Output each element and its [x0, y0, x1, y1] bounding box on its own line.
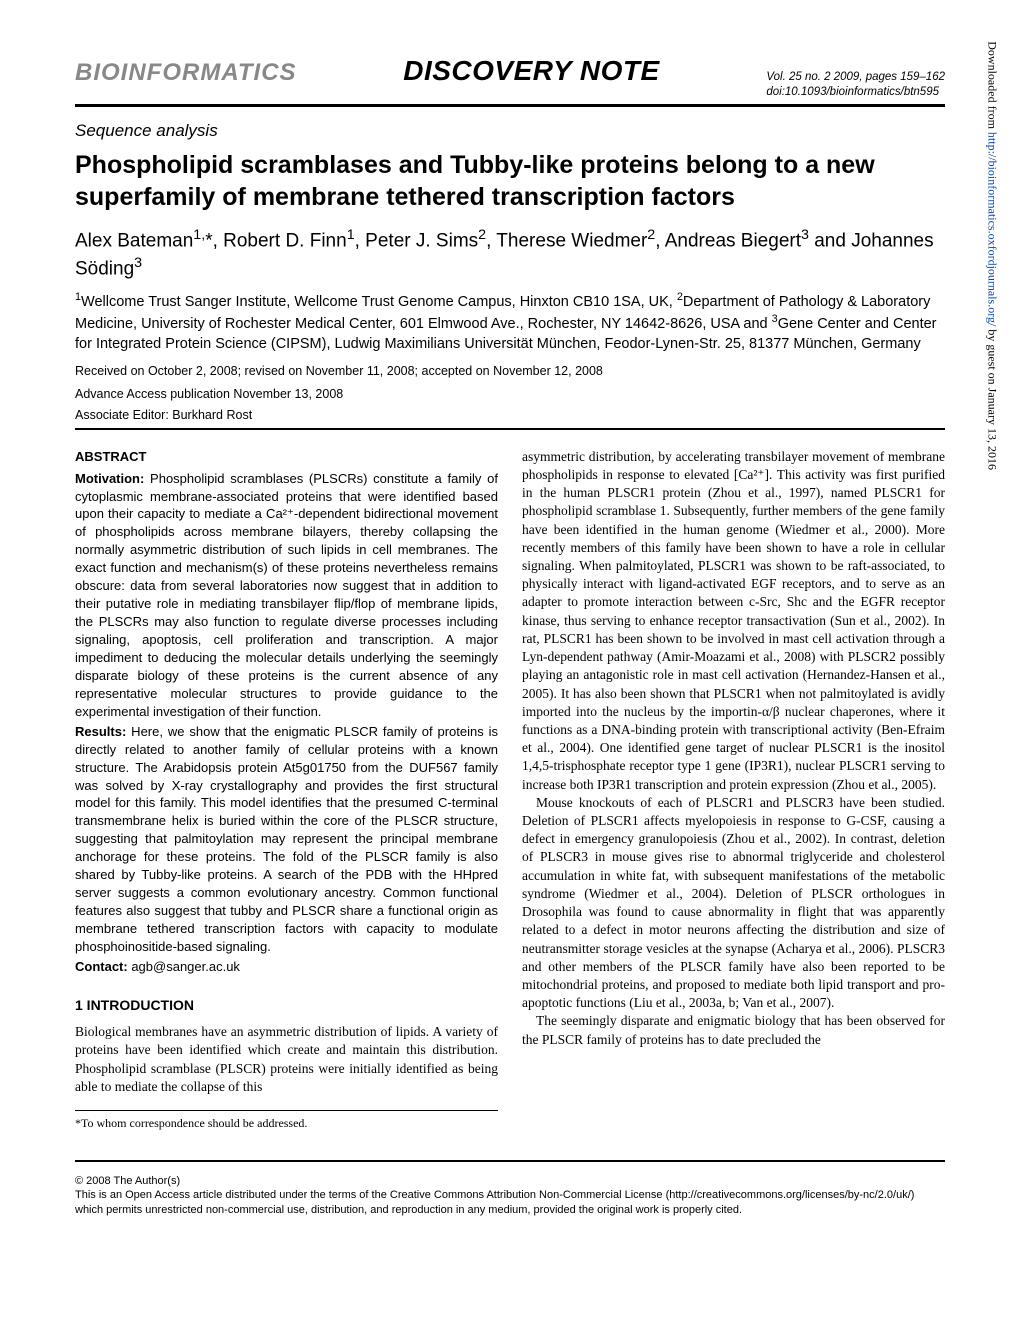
intro-para-r1: asymmetric distribution, by accelerating… [522, 448, 945, 794]
results-label: Results: [75, 724, 126, 739]
contact-text: agb@sanger.ac.uk [128, 959, 240, 974]
side-prefix: Downloaded from [986, 41, 1000, 132]
intro-para-r2: Mouse knockouts of each of PLSCR1 and PL… [522, 794, 945, 1013]
authors: Alex Bateman1,*, Robert D. Finn1, Peter … [75, 226, 945, 282]
correspondence-rule [75, 1110, 498, 1111]
header-row: BIOINFORMATICS DISCOVERY NOTE Vol. 25 no… [75, 55, 945, 107]
received-line: Received on October 2, 2008; revised on … [75, 362, 945, 381]
contact-label: Contact: [75, 959, 128, 974]
abstract-heading: ABSTRACT [75, 448, 498, 466]
side-link[interactable]: http://bioinformatics.oxfordjournals.org… [986, 132, 1000, 326]
intro-left-text: Biological membranes have an asymmetric … [75, 1023, 498, 1096]
side-suffix: by guest on January 13, 2016 [986, 326, 1000, 470]
copyright-block: © 2008 The Author(s) This is an Open Acc… [75, 1174, 945, 1219]
rule-after-header [75, 428, 945, 430]
doi-line: doi:10.1093/bioinformatics/btn595 [766, 86, 939, 98]
abstract-contact: Contact: agb@sanger.ac.uk [75, 958, 498, 976]
copyright-line2: This is an Open Access article distribut… [75, 1188, 945, 1218]
two-column-body: ABSTRACT Motivation: Phospholipid scramb… [75, 448, 945, 1132]
results-text: Here, we show that the enigmatic PLSCR f… [75, 724, 498, 954]
abstract-results: Results: Here, we show that the enigmati… [75, 723, 498, 956]
introduction-heading: 1 INTRODUCTION [75, 996, 498, 1015]
article-title: Phospholipid scramblases and Tubby-like … [75, 149, 945, 214]
motivation-label: Motivation: [75, 471, 144, 486]
section-label: Sequence analysis [75, 121, 945, 141]
left-column: ABSTRACT Motivation: Phospholipid scramb… [75, 448, 498, 1132]
note-type: DISCOVERY NOTE [403, 55, 659, 87]
copyright-line1: © 2008 The Author(s) [75, 1174, 945, 1189]
right-column: asymmetric distribution, by accelerating… [522, 448, 945, 1132]
intro-para-left: Biological membranes have an asymmetric … [75, 1023, 498, 1096]
abstract-motivation: Motivation: Phospholipid scramblases (PL… [75, 470, 498, 721]
download-side-note: Downloaded from http://bioinformatics.ox… [985, 41, 1000, 470]
intro-para-r3: The seemingly disparate and enigmatic bi… [522, 1012, 945, 1048]
rule-before-copyright [75, 1160, 945, 1162]
vol-doi: Vol. 25 no. 2 2009, pages 159–162 doi:10… [766, 70, 945, 100]
journal-name: BIOINFORMATICS [75, 59, 297, 87]
advance-access-line: Advance Access publication November 13, … [75, 385, 945, 404]
affiliations: 1Wellcome Trust Sanger Institute, Wellco… [75, 290, 945, 354]
motivation-text: Phospholipid scramblases (PLSCRs) consti… [75, 471, 498, 719]
associate-editor: Associate Editor: Burkhard Rost [75, 408, 945, 422]
correspondence-note: *To whom correspondence should be addres… [75, 1115, 498, 1132]
volume-line: Vol. 25 no. 2 2009, pages 159–162 [766, 71, 945, 83]
